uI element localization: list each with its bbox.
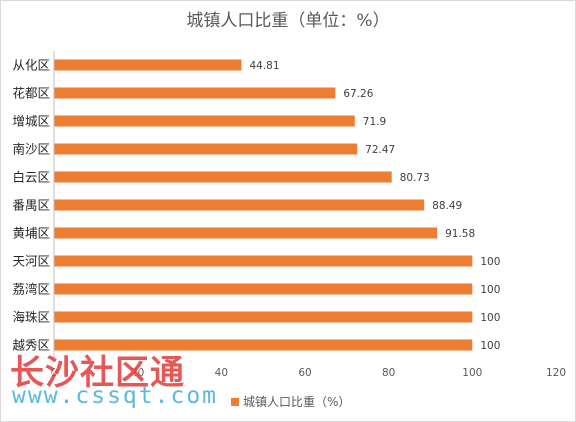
data-label-6: 91.58 bbox=[445, 228, 475, 240]
bar-7 bbox=[54, 255, 473, 267]
x-tick-6: 120 bbox=[546, 367, 566, 379]
bar-0 bbox=[54, 59, 242, 71]
bar-2 bbox=[54, 115, 355, 127]
category-label-8: 荔湾区 bbox=[12, 282, 50, 297]
category-label-1: 花都区 bbox=[12, 86, 50, 101]
watermark-url: www.cssqt.com bbox=[12, 383, 219, 409]
x-tick-5: 100 bbox=[462, 367, 482, 379]
bar-9 bbox=[54, 311, 473, 323]
category-label-10: 越秀区 bbox=[12, 338, 50, 353]
x-tick-1: 20 bbox=[131, 367, 144, 379]
category-label-6: 黄埔区 bbox=[12, 226, 50, 241]
data-label-10: 100 bbox=[480, 340, 500, 352]
x-tick-2: 40 bbox=[215, 367, 228, 379]
legend-swatch bbox=[231, 398, 239, 406]
bar-6 bbox=[54, 227, 438, 239]
data-label-8: 100 bbox=[480, 284, 500, 296]
category-label-4: 白云区 bbox=[12, 170, 50, 185]
category-label-9: 海珠区 bbox=[12, 310, 50, 325]
category-label-2: 增城区 bbox=[12, 114, 50, 129]
bar-10 bbox=[54, 339, 473, 351]
data-label-4: 80.73 bbox=[400, 172, 430, 184]
bar-4 bbox=[54, 171, 392, 183]
data-label-7: 100 bbox=[480, 256, 500, 268]
bar-5 bbox=[54, 199, 425, 211]
legend-label: 城镇人口比重（%） bbox=[243, 395, 350, 409]
legend: 城镇人口比重（%） bbox=[231, 395, 350, 409]
data-label-9: 100 bbox=[480, 312, 500, 324]
category-label-5: 番禺区 bbox=[12, 198, 50, 213]
category-label-0: 从化区 bbox=[12, 58, 50, 73]
category-label-3: 南沙区 bbox=[12, 142, 50, 157]
data-label-3: 72.47 bbox=[365, 144, 395, 156]
bar-3 bbox=[54, 143, 358, 155]
x-tick-4: 80 bbox=[382, 367, 395, 379]
chart-title: 城镇人口比重（单位：%） bbox=[186, 11, 389, 31]
bar-8 bbox=[54, 283, 473, 295]
data-label-1: 67.26 bbox=[343, 88, 373, 100]
bars-group bbox=[54, 59, 473, 351]
data-label-5: 88.49 bbox=[432, 200, 462, 212]
bar-1 bbox=[54, 87, 336, 99]
x-axis-ticks: 0 20 40 60 80 100 120 bbox=[51, 367, 566, 379]
x-tick-0: 0 bbox=[51, 367, 58, 379]
x-tick-3: 60 bbox=[298, 367, 311, 379]
data-label-0: 44.81 bbox=[249, 60, 279, 72]
category-label-7: 天河区 bbox=[12, 254, 50, 269]
watermark-text: 长沙社区通 bbox=[10, 353, 185, 393]
data-labels: 44.81 67.26 71.9 72.47 80.73 88.49 91.58 100 100… bbox=[249, 60, 500, 352]
data-label-2: 71.9 bbox=[363, 116, 386, 128]
